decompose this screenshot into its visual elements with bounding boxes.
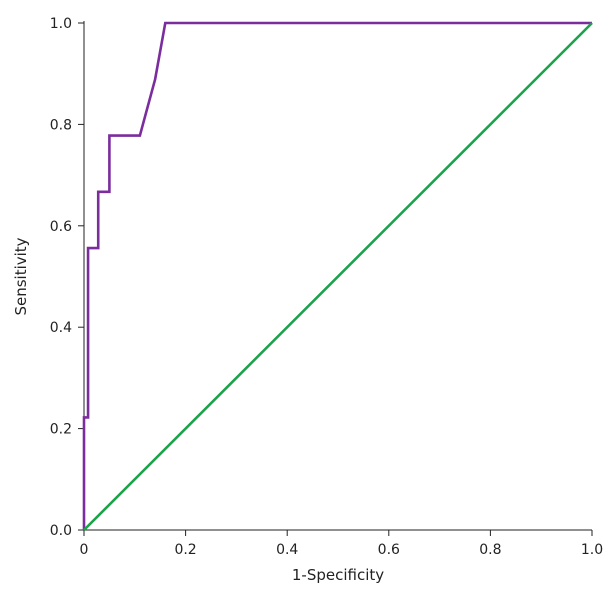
- y-tick-label: 0.0: [50, 523, 72, 539]
- x-tick-label: 0.4: [276, 542, 298, 558]
- y-tick-label: 0.4: [50, 320, 72, 336]
- x-tick-label: 0: [80, 542, 89, 558]
- x-axis-title: 1-Specificity: [292, 566, 384, 584]
- reference-diagonal-line: [83, 22, 593, 531]
- roc-curve-line: [82, 21, 592, 530]
- y-tick-label: 0.2: [50, 422, 72, 438]
- x-tick-label: 1.0: [581, 542, 603, 558]
- x-tick-label: 0.8: [479, 542, 501, 558]
- x-tick-label: 0.6: [378, 542, 400, 558]
- axes: 0 0.2 0.4 0.6 0.8 1.0 0.0 0.2 0.4 0.6 0.8 1.0: [50, 16, 603, 558]
- x-tick-label: 0.2: [174, 542, 196, 558]
- y-axis-title: Sensitivity: [12, 237, 30, 315]
- y-tick-label: 0.6: [50, 219, 72, 235]
- y-tick-label: 1.0: [50, 16, 72, 32]
- series-layer: [82, 21, 593, 531]
- y-tick-label: 0.8: [50, 117, 72, 133]
